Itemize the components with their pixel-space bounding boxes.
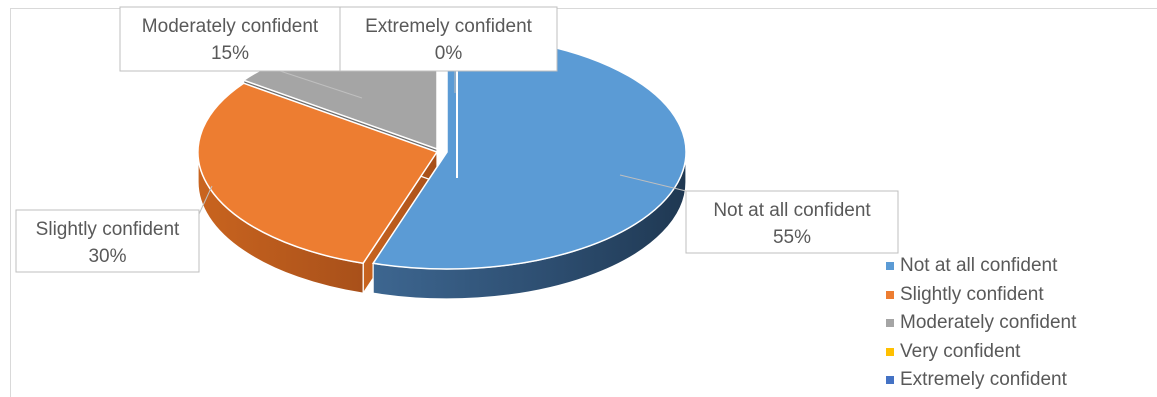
chart-legend: Not at all confident Slightly confident Mo… — [886, 252, 1076, 395]
data-label-not-at-all-confident: Not at all confident 55% — [685, 190, 899, 254]
legend-label-slightly-confident: Slightly confident — [900, 283, 1044, 305]
legend-label-extremely-confident: Extremely confident — [900, 369, 1067, 391]
data-label-extremely-confident: Extremely confident 0% — [339, 6, 558, 72]
legend-item-slightly-confident: Slightly confident — [886, 281, 1076, 310]
legend-swatch-extremely-confident — [886, 376, 894, 385]
data-label-value-not-at-all-confident: 55% — [773, 227, 811, 248]
data-label-box-slightly-confident — [15, 209, 200, 273]
data-label-category-not-at-all-confident: Not at all confident — [713, 200, 871, 221]
data-label-category-slightly-confident: Slightly confident — [36, 219, 180, 240]
data-label-category-moderately-confident: Moderately confident — [142, 16, 319, 37]
data-label-box-not-at-all-confident — [685, 190, 899, 254]
legend-label-very-confident: Very confident — [900, 340, 1021, 362]
legend-item-extremely-confident: Extremely confident — [886, 366, 1076, 395]
legend-label-moderately-confident: Moderately confident — [900, 312, 1077, 334]
legend-item-very-confident: Very confident — [886, 338, 1076, 367]
legend-label-not-at-all-confident: Not at all confident — [900, 255, 1058, 277]
data-label-category-extremely-confident: Extremely confident — [365, 16, 533, 37]
leader-line-slightly-confident — [198, 185, 213, 215]
data-label-box-extremely-confident — [339, 6, 558, 72]
leader-line-not-at-all-confident — [619, 174, 687, 192]
data-label-value-extremely-confident: 0% — [435, 43, 463, 64]
legend-item-moderately-confident: Moderately confident — [886, 309, 1076, 338]
data-label-value-slightly-confident: 30% — [88, 246, 126, 267]
legend-item-not-at-all-confident: Not at all confident — [886, 252, 1076, 281]
legend-swatch-not-at-all-confident — [886, 262, 894, 271]
data-label-value-moderately-confident: 15% — [211, 43, 249, 64]
slice-not-at-all-confident — [371, 34, 687, 270]
legend-swatch-slightly-confident — [886, 290, 894, 299]
data-label-slightly-confident: Slightly confident 30% — [15, 209, 200, 273]
data-label-moderately-confident: Moderately confident 15% — [119, 6, 341, 72]
slice-slightly-confident — [197, 82, 439, 265]
data-label-box-moderately-confident — [119, 6, 341, 72]
legend-swatch-moderately-confident — [886, 319, 894, 328]
leader-line-moderately-confident — [279, 70, 363, 99]
legend-swatch-very-confident — [886, 347, 894, 356]
chart-frame — [10, 8, 1157, 397]
